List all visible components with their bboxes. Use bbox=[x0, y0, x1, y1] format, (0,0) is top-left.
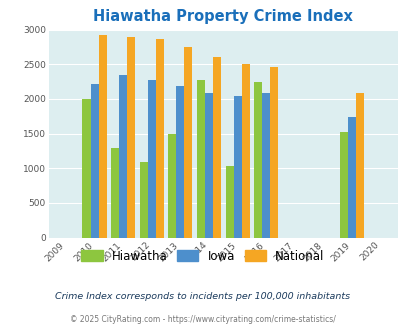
Text: Crime Index corresponds to incidents per 100,000 inhabitants: Crime Index corresponds to incidents per… bbox=[55, 292, 350, 301]
Bar bbox=[347, 117, 355, 238]
Bar bbox=[205, 93, 213, 238]
Bar bbox=[184, 47, 192, 238]
Bar bbox=[98, 35, 106, 238]
Bar bbox=[262, 93, 270, 238]
Bar bbox=[339, 132, 347, 238]
Bar bbox=[196, 80, 205, 238]
Bar bbox=[241, 64, 249, 238]
Bar bbox=[90, 84, 98, 238]
Legend: Hiawatha, Iowa, National: Hiawatha, Iowa, National bbox=[77, 246, 328, 266]
Bar bbox=[176, 86, 184, 238]
Bar bbox=[213, 57, 220, 238]
Bar bbox=[147, 80, 156, 238]
Text: © 2025 CityRating.com - https://www.cityrating.com/crime-statistics/: © 2025 CityRating.com - https://www.city… bbox=[70, 315, 335, 324]
Bar bbox=[82, 99, 90, 238]
Bar bbox=[270, 67, 277, 238]
Bar bbox=[156, 39, 163, 238]
Bar bbox=[119, 76, 127, 238]
Bar bbox=[233, 96, 241, 238]
Bar bbox=[111, 148, 119, 238]
Bar bbox=[355, 93, 363, 238]
Bar bbox=[127, 37, 135, 238]
Bar bbox=[168, 134, 176, 238]
Bar bbox=[139, 162, 147, 238]
Bar bbox=[254, 82, 262, 238]
Bar bbox=[225, 166, 233, 238]
Title: Hiawatha Property Crime Index: Hiawatha Property Crime Index bbox=[93, 9, 352, 24]
